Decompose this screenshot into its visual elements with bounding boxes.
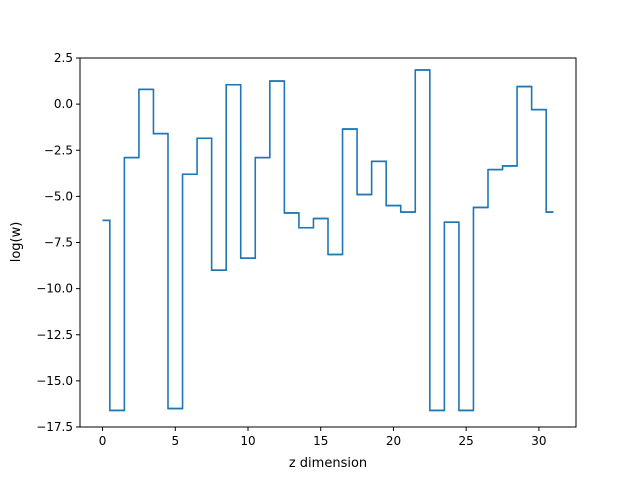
x-tick-label: 0	[99, 434, 107, 448]
x-tick-label: 15	[313, 434, 328, 448]
x-tick-label: 5	[171, 434, 179, 448]
series-layer	[102, 69, 554, 412]
x-tick-label: 25	[459, 434, 474, 448]
y-tick-label: −2.5	[44, 143, 73, 157]
y-axis-label: log(w)	[9, 222, 24, 263]
x-tick-label: 30	[531, 434, 546, 448]
y-tick-label: −5.0	[44, 189, 73, 203]
y-tick-label: −12.5	[36, 328, 73, 342]
y-tick-label: 2.5	[54, 51, 73, 65]
y-tick-label: −17.5	[36, 420, 73, 434]
y-axis-ticks: 2.5 0.0 −2.5 −5.0 −7.5 −10.0 −12.5 −15.0 −17.5	[36, 51, 80, 434]
x-tick-label: 10	[240, 434, 255, 448]
x-axis-label: z dimension	[289, 456, 367, 471]
x-tick-label: 20	[386, 434, 401, 448]
y-tick-label: −10.0	[36, 282, 73, 296]
y-tick-label: −7.5	[44, 236, 73, 250]
y-tick-label: −15.0	[36, 374, 73, 388]
y-tick-label: 0.0	[54, 97, 73, 111]
x-axis-ticks: 0 5 10 15 20 25 30	[99, 427, 547, 448]
